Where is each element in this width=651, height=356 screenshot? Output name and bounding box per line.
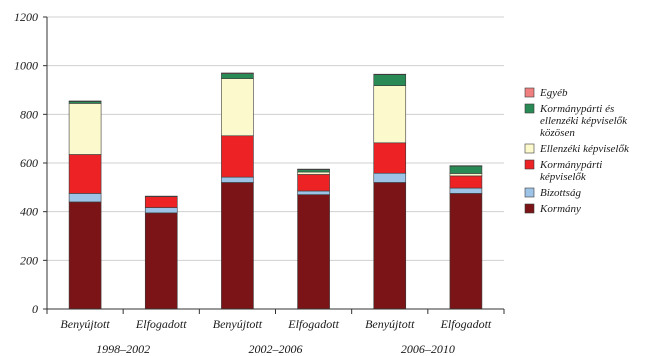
bar-segment bbox=[221, 78, 254, 137]
legend: Egyéb Kormánypárti és ellenzéki képviselők… bbox=[524, 87, 630, 215]
bar-segment bbox=[144, 212, 178, 310]
bar-segment bbox=[68, 193, 102, 203]
y-tick-label: 200 bbox=[20, 253, 38, 267]
bar-segment bbox=[297, 194, 330, 310]
legend-label-line: Kormánypárti bbox=[539, 159, 602, 171]
bar-segment bbox=[373, 172, 407, 183]
legend-label: Bizottság bbox=[540, 187, 581, 199]
bar-segment bbox=[449, 173, 483, 177]
bar-segment bbox=[297, 174, 330, 192]
x-category-label: Benyújtott bbox=[60, 317, 110, 331]
bar-segment bbox=[68, 201, 102, 310]
legend-label: Kormánypárti és ellenzéki képviselők közös… bbox=[539, 103, 628, 139]
legend-swatch bbox=[524, 159, 535, 170]
bar-segment bbox=[144, 207, 178, 214]
legend-label: Kormánypárti képviselők bbox=[539, 159, 602, 183]
gridlines bbox=[47, 16, 504, 261]
bar-segment bbox=[373, 85, 407, 144]
legend-label: Egyéb bbox=[539, 87, 568, 99]
x-category-label: Benyújtott bbox=[213, 317, 263, 331]
bar-segment bbox=[449, 165, 483, 174]
bar-segment bbox=[221, 176, 254, 183]
legend-label-line: Bizottság bbox=[540, 187, 581, 199]
legend-swatch bbox=[524, 87, 535, 98]
bars bbox=[68, 72, 483, 310]
bar-segment bbox=[373, 182, 407, 310]
bar-segment bbox=[221, 73, 254, 79]
y-tick-label: 1000 bbox=[14, 59, 38, 73]
bar-segment bbox=[449, 193, 483, 310]
legend-swatch bbox=[524, 143, 535, 154]
period-label: 1998–2002 bbox=[96, 342, 150, 356]
axes bbox=[43, 16, 505, 314]
bar-segment bbox=[221, 72, 254, 74]
bar-segment bbox=[221, 135, 254, 178]
y-tick-label: 400 bbox=[20, 205, 38, 219]
x-category-label: Benyújtott bbox=[365, 317, 415, 331]
bar-segment bbox=[221, 182, 254, 310]
legend-swatch bbox=[524, 103, 535, 114]
legend-swatch bbox=[524, 203, 535, 214]
y-tick-label: 600 bbox=[20, 156, 38, 170]
x-category-labels: Benyújtott Elfogadott Benyújtott Elfogadott… bbox=[60, 317, 491, 331]
legend-label-line: Kormány bbox=[539, 203, 581, 215]
x-category-label: Elfogadott bbox=[135, 317, 187, 331]
x-category-label: Elfogadott bbox=[440, 317, 492, 331]
bar-segment bbox=[373, 74, 407, 86]
legend-label: Ellenzéki képviselők bbox=[539, 143, 630, 155]
y-tick-label: 1200 bbox=[14, 10, 38, 24]
bar-segment bbox=[68, 154, 102, 194]
bar-segment bbox=[297, 169, 330, 173]
period-label: 2002–2006 bbox=[249, 342, 303, 356]
period-label: 2006–2010 bbox=[401, 342, 455, 356]
legend-label-line: ellenzéki képviselők bbox=[540, 115, 628, 127]
legend-label-line: képviselők bbox=[540, 171, 587, 183]
bar-segment bbox=[297, 190, 330, 195]
bar-segment bbox=[449, 187, 483, 194]
legend-swatch bbox=[524, 187, 535, 198]
y-tick-label: 800 bbox=[20, 107, 38, 121]
bar-segment bbox=[297, 171, 330, 175]
legend-label-line: közösen bbox=[540, 127, 575, 139]
bar-segment bbox=[144, 196, 178, 208]
legend-label-line: Kormánypárti és bbox=[539, 103, 614, 115]
bar-segment bbox=[373, 142, 407, 174]
legend-label-line: Egyéb bbox=[539, 87, 568, 99]
bar-segment bbox=[449, 175, 483, 189]
legend-label-line: Ellenzéki képviselők bbox=[539, 143, 630, 155]
x-category-label: Elfogadott bbox=[287, 317, 339, 331]
y-tick-label: 0 bbox=[32, 302, 38, 316]
period-labels: 1998–2002 2002–2006 2006–2010 bbox=[96, 342, 455, 356]
legend-label: Kormány bbox=[539, 203, 581, 215]
bar-segment bbox=[68, 103, 102, 155]
y-tick-labels: 0 200 400 600 800 1000 1200 bbox=[14, 10, 38, 316]
